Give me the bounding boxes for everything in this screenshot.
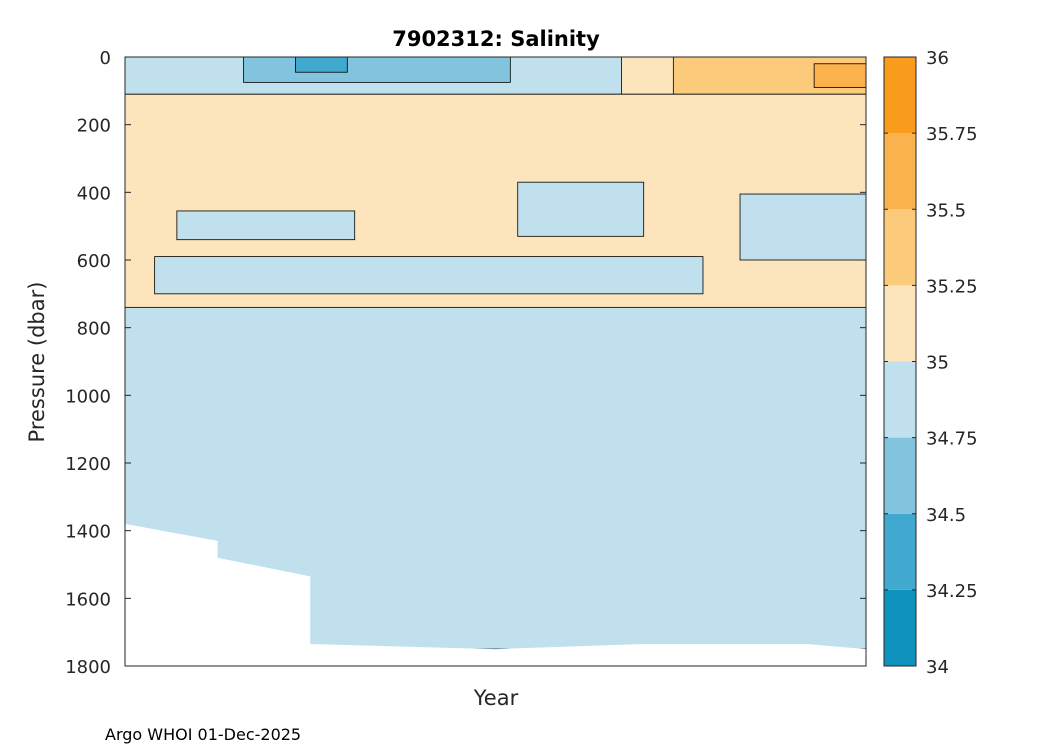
contour-region-intermediate-fresh-lens: [176, 210, 356, 241]
x-axis-label: Year: [473, 686, 519, 710]
y-tick-label: 1000: [65, 386, 111, 407]
y-axis-label: Pressure (dbar): [25, 282, 49, 443]
colorbar-segment: [884, 133, 916, 210]
y-tick-label: 0: [100, 48, 111, 69]
colorbar-tick-label: 34.75: [926, 429, 978, 450]
colorbar-tick-label: 35.5: [926, 200, 966, 221]
contour-region-surface-saltiest-east: [813, 63, 866, 88]
y-tick-label: 600: [77, 251, 111, 272]
colorbar-segment: [884, 513, 916, 590]
contour-region-surface-fresher-core: [295, 57, 348, 73]
contour-region-intermediate-fresh-lens-2: [517, 181, 645, 237]
colorbar-tick-label: 34: [926, 657, 949, 678]
plot-area: [125, 57, 866, 666]
chart-title: 7902312: Salinity: [392, 27, 600, 51]
colorbar: 34 34.25 34.5 34.75 35 35.25 35.5 35.75 36: [883, 48, 978, 678]
colorbar-tick-label: 35.75: [926, 124, 978, 145]
y-tick-label: 200: [77, 116, 111, 137]
y-tick-label: 400: [77, 183, 111, 204]
colorbar-segment: [884, 437, 916, 514]
footer-credit: Argo WHOI 01-Dec-2025: [105, 725, 302, 744]
colorbar-segment: [884, 285, 916, 362]
y-tick-label: 1400: [65, 522, 111, 543]
y-tick-label: 1800: [65, 657, 111, 678]
no-data-mask: [125, 523, 866, 666]
colorbar-tick-label: 34.5: [926, 505, 966, 526]
colorbar-segment: [884, 209, 916, 286]
contour-region-intermediate-fresh-east: [739, 193, 866, 261]
colorbar-tick-label: 34.25: [926, 581, 978, 602]
colorbar-tick-label: 35: [926, 353, 949, 374]
colorbar-segment: [884, 589, 916, 666]
plot-frame: [124, 56, 867, 667]
contour-region-surface-fresh-patch: [243, 57, 511, 83]
y-tick-label: 1200: [65, 454, 111, 475]
colorbar-segment: [884, 57, 916, 134]
colorbar-segment: [884, 361, 916, 438]
colorbar-tick-label: 35.25: [926, 276, 978, 297]
y-tick-label: 1600: [65, 589, 111, 610]
colorbar-tick-label: 36: [926, 48, 949, 69]
y-tick-label: 800: [77, 319, 111, 340]
y-axis: 0 200 400 600 800 1000 1200 1400 1600 1800: [65, 48, 866, 678]
contour-region-intermediate-interleaving: [154, 256, 704, 295]
